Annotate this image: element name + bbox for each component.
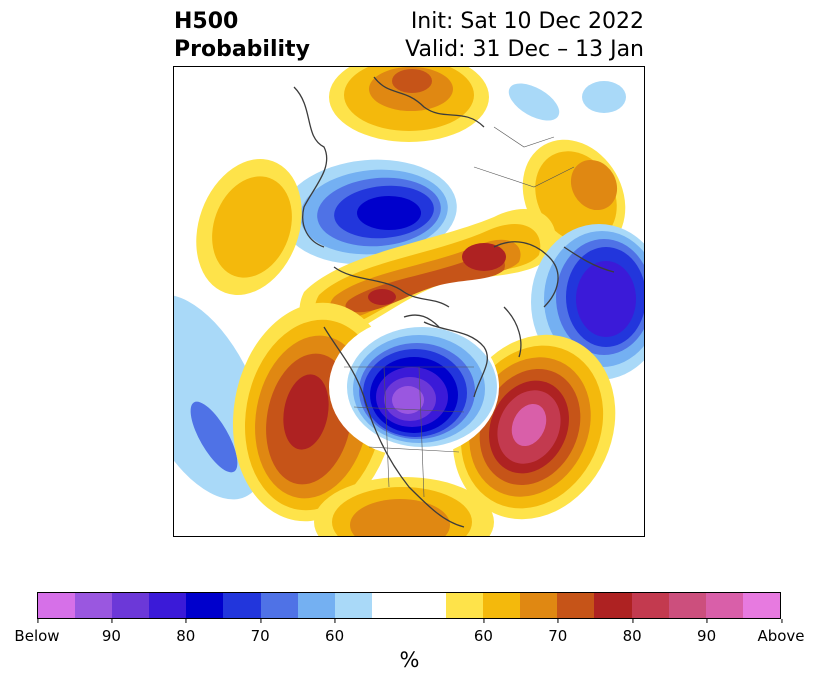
anomaly-arctic-above (329, 67, 489, 142)
colorbar-tick-label: 80 (623, 619, 642, 645)
anomaly-north-africa-above (196, 159, 302, 295)
colorbar-segment (334, 593, 372, 618)
colorbar (37, 592, 781, 619)
colorbar-segment (112, 593, 150, 618)
map-title: H500 Probability (174, 8, 310, 64)
colorbar-tick-label: 90 (697, 619, 716, 645)
colorbar-segment (705, 593, 743, 618)
colorbar-tick-label: 60 (325, 619, 344, 645)
polar-map (173, 66, 645, 537)
colorbar-tick-label: Below (14, 619, 60, 645)
anomaly-pacific-nw-below (508, 81, 626, 121)
colorbar-tick-label: 60 (474, 619, 493, 645)
colorbar-ticks: Below 90 80 70 60 60 70 80 90 Above (14, 619, 805, 649)
colorbar-unit: % (399, 648, 420, 672)
anomaly-southeast-us-above (314, 477, 494, 536)
valid-range: Valid: 31 Dec – 13 Jan (405, 37, 644, 62)
anomaly-siberia-below (281, 159, 457, 265)
colorbar-segment (483, 593, 521, 618)
colorbar-segment (260, 593, 298, 618)
map-dates: Init: Sat 10 Dec 2022 Valid: 31 Dec – 13… (405, 8, 644, 64)
anomaly-northeast-pacific-below (174, 294, 268, 500)
colorbar-segment (557, 593, 595, 618)
colorbar-segment (297, 593, 335, 618)
colorbar-tick-label: 80 (176, 619, 195, 645)
colorbar-segment (631, 593, 669, 618)
anomaly-scandinavia-ridge-above (299, 209, 556, 341)
colorbar-tick-label: 70 (548, 619, 567, 645)
colorbar-segment (408, 593, 447, 618)
coastlines (293, 76, 615, 528)
colorbar-segment (520, 593, 558, 618)
colorbar-tick-label: Above (757, 619, 805, 645)
colorbar-segment (149, 593, 187, 618)
colorbar-tick-label: 90 (102, 619, 121, 645)
colorbar-segment (75, 593, 113, 618)
colorbar-segment (446, 593, 484, 618)
colorbar-segment (223, 593, 261, 618)
colorbar-segment (371, 593, 409, 618)
probability-field (174, 67, 644, 536)
borders (344, 126, 575, 498)
colorbar-tick-label: 70 (251, 619, 270, 645)
colorbar-segment (668, 593, 706, 618)
colorbar-segment (38, 593, 76, 618)
title-product: Probability (174, 37, 310, 62)
anomaly-central-north-america-below (329, 317, 499, 457)
colorbar-segment (594, 593, 632, 618)
colorbar-segment (742, 593, 780, 618)
init-date: Init: Sat 10 Dec 2022 (410, 9, 644, 34)
colorbar-segment (186, 593, 224, 618)
title-variable: H500 (174, 9, 239, 34)
